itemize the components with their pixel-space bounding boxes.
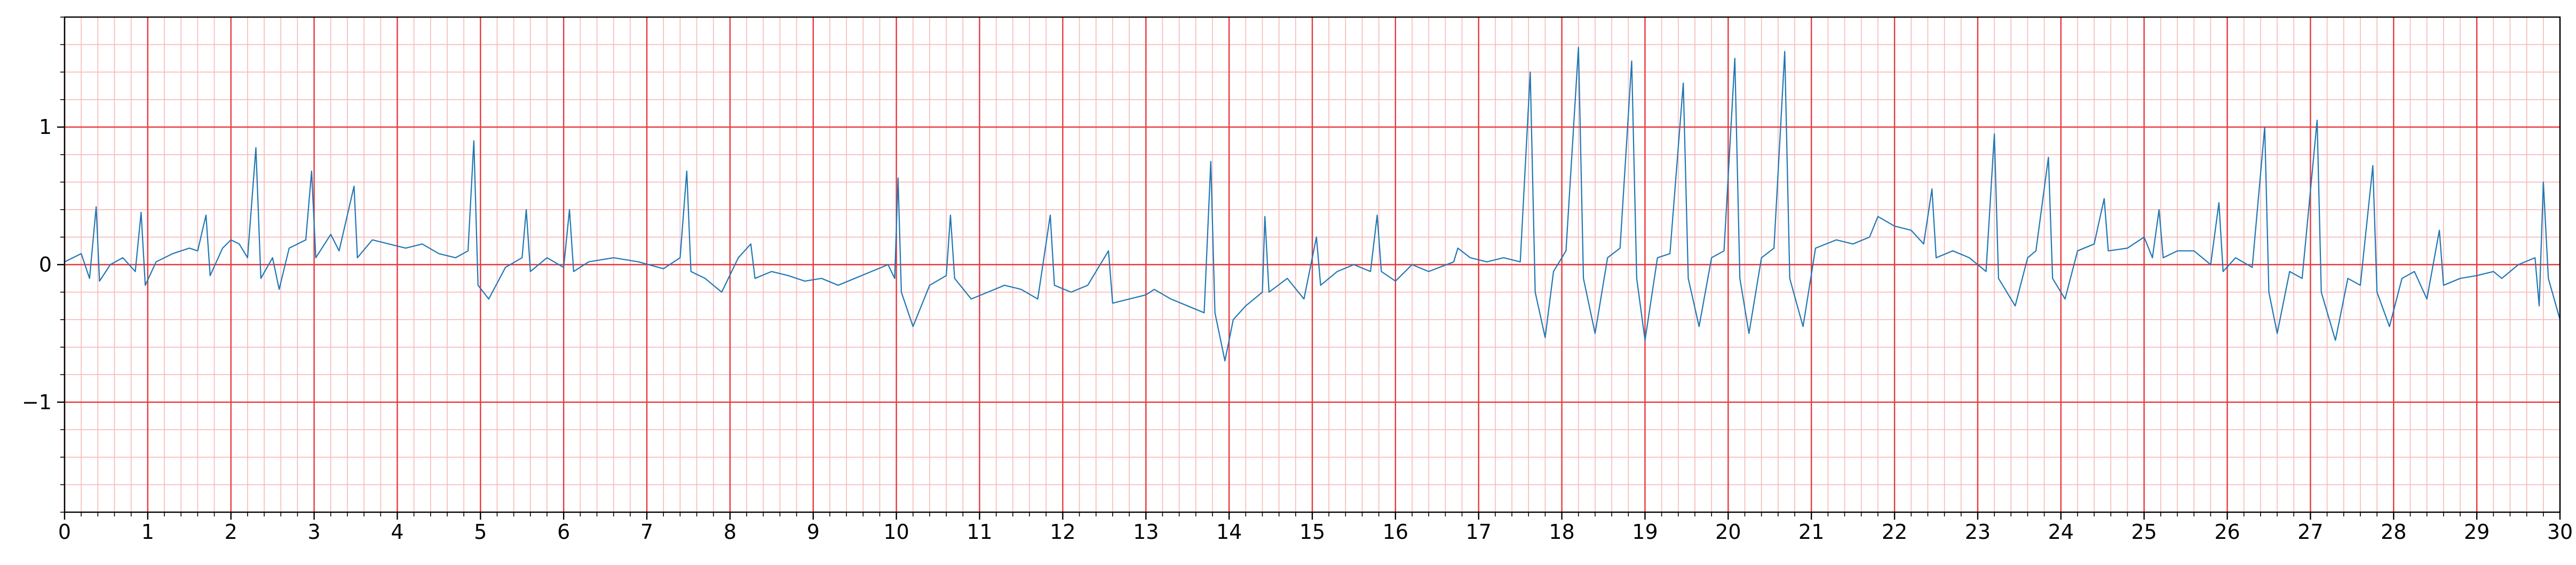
x-tick-label: 27	[2297, 520, 2323, 544]
x-tick-label: 11	[966, 520, 992, 544]
x-tick-label: 23	[1965, 520, 1991, 544]
x-tick-label: 24	[2048, 520, 2074, 544]
x-tick-label: 15	[1299, 520, 1325, 544]
x-tick-label: 12	[1050, 520, 1075, 544]
x-tick-label: 14	[1216, 520, 1242, 544]
x-tick-label: 7	[640, 520, 653, 544]
x-tick-label: 4	[391, 520, 403, 544]
x-tick-label: 20	[1715, 520, 1741, 544]
x-tick-label: 26	[2214, 520, 2240, 544]
x-tick-label: 2	[225, 520, 237, 544]
x-tick-label: 25	[2131, 520, 2157, 544]
x-tick-label: 28	[2381, 520, 2406, 544]
x-tick-label: 6	[557, 520, 570, 544]
x-tick-label: 21	[1798, 520, 1824, 544]
x-tick-label: 10	[883, 520, 909, 544]
x-tick-label: 19	[1632, 520, 1658, 544]
x-tick-label: 13	[1133, 520, 1159, 544]
x-tick-label: 30	[2547, 520, 2573, 544]
x-tick-label: 17	[1466, 520, 1492, 544]
x-tick-label: 16	[1383, 520, 1408, 544]
ecg-series-line	[64, 46, 2561, 362]
x-tick-label: 5	[474, 520, 487, 544]
x-tick-label: 18	[1549, 520, 1574, 544]
x-tick-label: 8	[724, 520, 736, 544]
series-layer	[64, 46, 2561, 362]
major-grid	[64, 17, 2561, 512]
x-tick-label: 29	[2464, 520, 2490, 544]
x-tick-label: 22	[1882, 520, 1907, 544]
y-tick-label: −1	[22, 391, 52, 414]
y-tick-label: 0	[39, 253, 52, 276]
axes-layer: 0 1 2 3 4 5 6 7 8 9 10 11 12 13 14 15 16 17 18 19 20 21 22 23 24…	[22, 16, 2573, 544]
x-tick-label: 3	[308, 520, 321, 544]
x-tick-label: 1	[141, 520, 154, 544]
y-tick-label: 1	[39, 115, 52, 139]
x-tick-label: 0	[58, 520, 71, 544]
x-tick-label: 9	[807, 520, 820, 544]
